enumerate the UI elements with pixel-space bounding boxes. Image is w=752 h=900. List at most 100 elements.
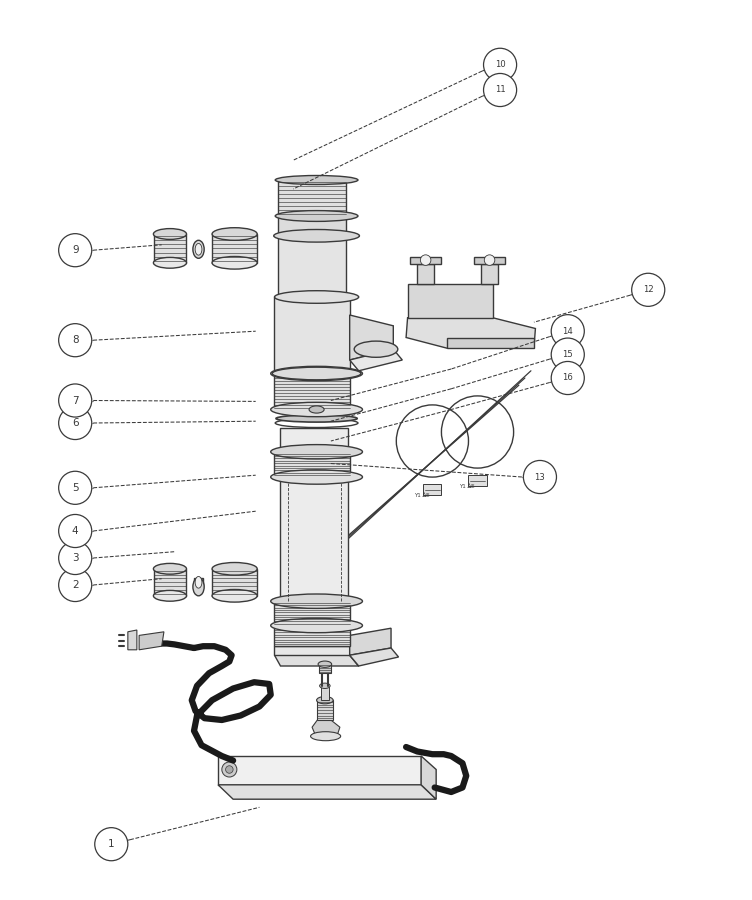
Circle shape: [484, 255, 495, 266]
Ellipse shape: [317, 697, 333, 704]
Polygon shape: [423, 484, 441, 495]
Polygon shape: [278, 216, 346, 236]
Ellipse shape: [311, 732, 341, 741]
Ellipse shape: [274, 291, 359, 303]
Polygon shape: [481, 264, 498, 284]
Polygon shape: [274, 626, 350, 646]
Ellipse shape: [271, 366, 362, 381]
Ellipse shape: [320, 683, 330, 688]
Circle shape: [632, 274, 665, 306]
Ellipse shape: [212, 228, 257, 240]
Ellipse shape: [272, 367, 361, 380]
Circle shape: [551, 362, 584, 394]
Circle shape: [59, 234, 92, 266]
Ellipse shape: [196, 244, 202, 256]
Ellipse shape: [212, 590, 257, 602]
Ellipse shape: [275, 211, 358, 221]
Ellipse shape: [153, 563, 186, 574]
Ellipse shape: [274, 230, 359, 242]
Circle shape: [95, 828, 128, 860]
Text: 9: 9: [72, 245, 78, 256]
Polygon shape: [406, 318, 535, 348]
Text: 5: 5: [72, 482, 78, 493]
Text: 2: 2: [72, 580, 78, 590]
Circle shape: [59, 324, 92, 356]
Polygon shape: [278, 236, 346, 297]
Polygon shape: [274, 646, 350, 655]
Polygon shape: [468, 475, 487, 486]
Text: Y1 ∆E: Y1 ∆E: [459, 484, 475, 489]
Polygon shape: [274, 452, 350, 477]
Circle shape: [226, 766, 233, 773]
Text: 7: 7: [72, 395, 78, 406]
Text: 16: 16: [562, 374, 573, 382]
Circle shape: [59, 569, 92, 601]
Circle shape: [59, 542, 92, 574]
Circle shape: [59, 472, 92, 504]
Polygon shape: [154, 234, 186, 263]
Polygon shape: [417, 264, 434, 284]
Polygon shape: [274, 374, 350, 410]
Ellipse shape: [153, 257, 186, 268]
Polygon shape: [212, 234, 257, 263]
Polygon shape: [280, 428, 348, 452]
Polygon shape: [274, 655, 359, 666]
Polygon shape: [139, 632, 164, 650]
Text: 13: 13: [535, 472, 545, 482]
Circle shape: [551, 315, 584, 347]
Ellipse shape: [271, 402, 362, 417]
Circle shape: [523, 461, 556, 493]
Circle shape: [222, 762, 237, 777]
Text: 1: 1: [108, 839, 114, 850]
Polygon shape: [312, 720, 340, 736]
Circle shape: [484, 49, 517, 81]
Polygon shape: [194, 578, 203, 587]
Text: 10: 10: [495, 60, 505, 69]
Text: 8: 8: [72, 335, 78, 346]
Polygon shape: [350, 315, 393, 360]
Polygon shape: [218, 785, 436, 799]
Polygon shape: [410, 256, 441, 264]
Ellipse shape: [272, 619, 361, 632]
Text: 6: 6: [72, 418, 78, 428]
Circle shape: [59, 407, 92, 439]
Text: Y1 ∆E: Y1 ∆E: [414, 493, 430, 498]
Text: 12: 12: [643, 285, 653, 294]
Ellipse shape: [193, 578, 205, 596]
Polygon shape: [421, 756, 436, 799]
Ellipse shape: [271, 618, 362, 633]
Polygon shape: [274, 297, 350, 374]
Ellipse shape: [271, 445, 362, 459]
Polygon shape: [321, 686, 329, 700]
Polygon shape: [317, 700, 333, 720]
Polygon shape: [278, 180, 346, 216]
Polygon shape: [350, 648, 399, 666]
Ellipse shape: [193, 240, 205, 258]
Ellipse shape: [318, 661, 332, 668]
Circle shape: [420, 255, 431, 266]
Circle shape: [484, 74, 517, 106]
Ellipse shape: [309, 406, 324, 413]
Ellipse shape: [271, 470, 362, 484]
Polygon shape: [319, 664, 331, 673]
Polygon shape: [128, 630, 137, 650]
Text: 14: 14: [562, 327, 573, 336]
Polygon shape: [218, 756, 421, 785]
Text: 3: 3: [72, 553, 78, 563]
Ellipse shape: [276, 415, 357, 422]
Text: 15: 15: [562, 350, 573, 359]
Circle shape: [59, 515, 92, 547]
Polygon shape: [474, 256, 505, 264]
Polygon shape: [350, 628, 391, 655]
Polygon shape: [154, 569, 186, 596]
Text: 11: 11: [495, 86, 505, 94]
Text: 4: 4: [72, 526, 78, 536]
Polygon shape: [350, 646, 359, 666]
Circle shape: [59, 384, 92, 417]
Ellipse shape: [153, 229, 186, 239]
Ellipse shape: [153, 590, 186, 601]
Ellipse shape: [354, 341, 398, 357]
Polygon shape: [350, 349, 402, 371]
Ellipse shape: [212, 256, 257, 269]
Polygon shape: [280, 477, 348, 601]
